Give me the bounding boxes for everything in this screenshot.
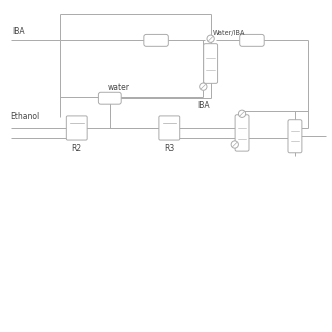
- FancyBboxPatch shape: [66, 116, 87, 140]
- Circle shape: [231, 141, 238, 148]
- FancyBboxPatch shape: [98, 92, 121, 104]
- FancyBboxPatch shape: [144, 35, 168, 46]
- Text: water: water: [108, 83, 130, 92]
- FancyBboxPatch shape: [159, 116, 180, 140]
- Text: R3: R3: [164, 143, 174, 152]
- FancyBboxPatch shape: [288, 120, 302, 153]
- Circle shape: [207, 35, 214, 42]
- Text: Ethanol: Ethanol: [11, 112, 40, 121]
- Text: IBA: IBA: [12, 28, 25, 37]
- FancyBboxPatch shape: [204, 44, 217, 83]
- Circle shape: [200, 83, 207, 90]
- Text: R2: R2: [72, 143, 82, 152]
- FancyBboxPatch shape: [240, 35, 264, 46]
- FancyBboxPatch shape: [235, 115, 249, 151]
- Text: IBA: IBA: [197, 101, 210, 110]
- Text: Water/IBA: Water/IBA: [213, 30, 246, 36]
- Circle shape: [238, 110, 246, 118]
